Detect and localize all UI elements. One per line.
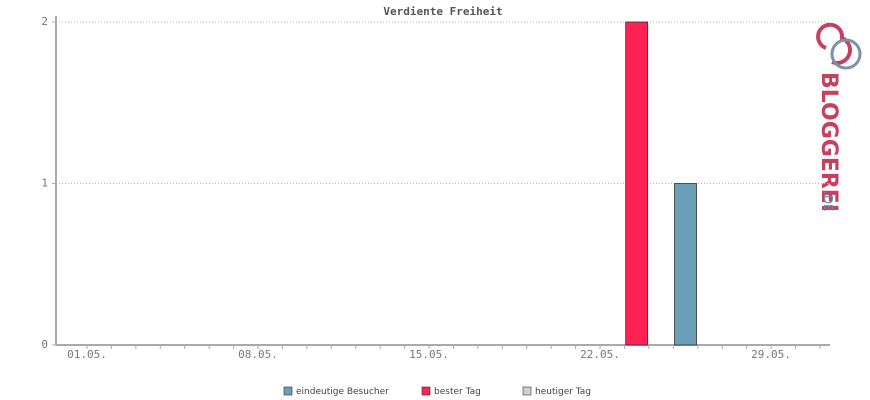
legend-swatch (283, 386, 293, 396)
chart-title: Verdiente Freiheit (383, 5, 502, 18)
bar (674, 183, 697, 346)
y-tick-label: 1 (41, 177, 48, 190)
legend-swatch (421, 386, 431, 396)
logo-text: BLOGGEREI (816, 72, 841, 212)
legend-swatch (522, 386, 532, 396)
legend-label: heutiger Tag (535, 387, 591, 397)
x-tick-label: 15.05. (409, 348, 449, 361)
logo-icon (830, 38, 862, 70)
x-tick-label: 01.05. (67, 348, 107, 361)
logo: BLOGGEREI .DE (816, 22, 862, 212)
x-tick-label: 22.05. (580, 348, 620, 361)
legend-label: eindeutige Besucher (296, 387, 389, 397)
y-tick-label: 0 (41, 338, 48, 351)
x-tick-label: 29.05. (751, 348, 791, 361)
logo-suffix: .DE (821, 191, 835, 212)
logo-icon (816, 22, 852, 65)
y-tick-label: 2 (41, 15, 48, 28)
legend-label: bester Tag (434, 387, 481, 397)
x-tick-label: 08.05. (238, 348, 278, 361)
bar (625, 21, 649, 346)
